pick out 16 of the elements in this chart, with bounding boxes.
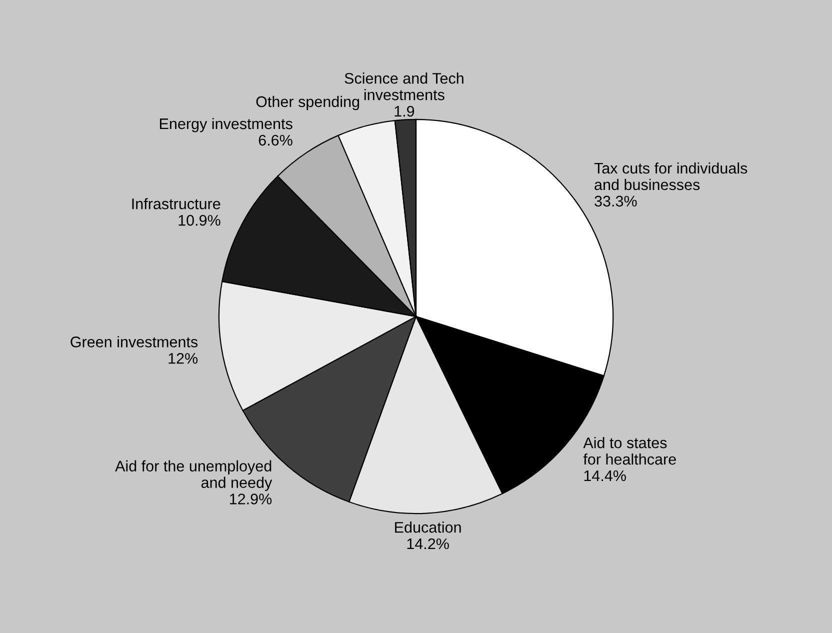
data-label: 12.9% bbox=[230, 494, 272, 504]
slice-label: Aid to states for healthcare bbox=[583, 437, 676, 465]
data-label: 33.3% bbox=[594, 196, 637, 207]
data-label: 6.6% bbox=[258, 134, 292, 146]
slice-label: Green investments bbox=[70, 336, 198, 348]
data-label: 14.4% bbox=[584, 470, 626, 482]
slice-label: Infrastructure bbox=[132, 198, 220, 210]
data-label: 14.2% bbox=[407, 538, 449, 550]
data-label: 1.9 bbox=[394, 106, 414, 117]
data-label: 10.9% bbox=[178, 214, 220, 226]
slice-label: Tax cuts for individuals and businesses bbox=[594, 162, 748, 190]
slice-label: Energy investments bbox=[160, 118, 292, 132]
slice-label: Other spending bbox=[256, 96, 360, 110]
data-label: 12% bbox=[168, 352, 198, 364]
slice-label: Education bbox=[395, 522, 461, 533]
slice-label: Aid for the unemployed and needy bbox=[115, 460, 272, 491]
